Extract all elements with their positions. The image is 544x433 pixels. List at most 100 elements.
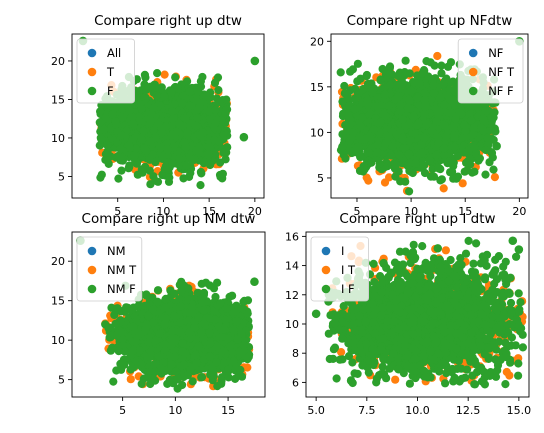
point-false — [192, 96, 201, 105]
point-false — [168, 131, 177, 140]
point-false — [185, 101, 194, 110]
point-false — [135, 116, 144, 125]
point-false — [204, 142, 213, 151]
y-tick-label: 10 — [51, 132, 65, 145]
point-false — [353, 77, 362, 86]
point-false — [206, 160, 215, 170]
point-false — [194, 87, 203, 96]
x-tick-label: 5 — [114, 205, 121, 218]
point-false — [196, 181, 205, 190]
point-false — [193, 113, 202, 123]
point-false — [169, 114, 178, 123]
legend-marker — [87, 86, 97, 96]
point-false — [437, 69, 446, 78]
point-false — [118, 113, 127, 122]
point-false — [97, 135, 106, 144]
point-false — [223, 143, 232, 152]
point-false — [336, 68, 345, 77]
point-true — [380, 178, 390, 187]
point-false — [222, 95, 231, 104]
chart-title: Compare right up NFdtw — [347, 13, 513, 29]
x-tick-label: 15 — [202, 205, 216, 218]
point-false — [378, 64, 387, 74]
point-false — [340, 89, 349, 98]
point-false — [341, 154, 350, 163]
point-false — [148, 150, 157, 159]
point-false — [117, 153, 126, 162]
point-false — [376, 76, 385, 85]
point-false — [165, 173, 174, 182]
point-false — [481, 170, 490, 179]
point-false — [103, 140, 112, 150]
point-false — [436, 93, 445, 102]
point-false — [190, 155, 199, 164]
point-false — [204, 150, 213, 159]
point-false — [179, 174, 188, 183]
y-tick-label: 5 — [58, 170, 65, 183]
legend-marker — [87, 48, 97, 58]
point-false — [125, 162, 134, 171]
point-false — [163, 145, 172, 154]
point-false — [111, 117, 120, 126]
x-tick-label: 10 — [156, 205, 170, 218]
point-false — [142, 146, 151, 156]
point-false — [186, 169, 195, 178]
point-false — [173, 84, 182, 93]
point-false — [161, 122, 170, 131]
point-false — [171, 73, 180, 82]
point-false — [485, 158, 494, 167]
point-false — [137, 135, 146, 144]
point-false — [449, 174, 458, 183]
point-false — [181, 114, 190, 123]
point-false — [340, 81, 349, 91]
point-false — [437, 61, 446, 70]
point-false — [130, 151, 139, 160]
scatter-points — [78, 36, 260, 190]
point-false — [483, 133, 492, 142]
point-true — [362, 173, 371, 182]
y-tick-label: 20 — [51, 55, 65, 68]
point-false — [462, 158, 471, 167]
point-false — [182, 161, 191, 170]
point-false — [481, 145, 490, 155]
point-false — [117, 131, 126, 140]
point-false — [135, 100, 144, 109]
point-false — [196, 167, 205, 177]
point-false — [364, 148, 373, 157]
point-true — [490, 173, 499, 182]
legend-box — [76, 38, 135, 104]
point-false — [177, 99, 187, 108]
point-false — [401, 56, 410, 65]
point-false — [391, 160, 400, 169]
point-false — [181, 143, 190, 152]
chart-title: Compare right up dtw — [94, 13, 242, 29]
point-false — [204, 107, 213, 116]
point-false — [354, 88, 363, 98]
point-false — [214, 86, 223, 95]
outlier-point — [239, 132, 249, 142]
point-false — [95, 118, 104, 127]
point-false — [116, 144, 125, 154]
point-false — [138, 168, 147, 177]
point-false — [152, 91, 161, 100]
point-false — [396, 177, 405, 186]
point-false — [211, 106, 220, 115]
scatter-points — [336, 36, 524, 196]
point-false — [354, 142, 363, 151]
point-false — [489, 165, 498, 174]
point-false — [487, 148, 497, 158]
point-false — [147, 110, 156, 119]
point-false — [211, 118, 220, 127]
point-false — [199, 128, 208, 137]
point-false — [139, 126, 148, 136]
point-false — [221, 109, 230, 118]
point-false — [153, 69, 162, 78]
point-false — [195, 144, 204, 153]
point-false — [125, 141, 134, 150]
point-false — [160, 92, 169, 101]
point-false — [142, 85, 151, 94]
point-false — [405, 187, 414, 196]
